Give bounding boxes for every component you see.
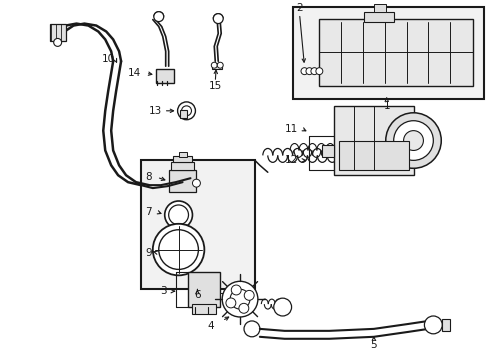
Circle shape [54,39,62,46]
Bar [179,110,187,118]
Circle shape [159,230,198,269]
Circle shape [231,285,241,295]
Text: 12: 12 [285,156,298,165]
Text: 10: 10 [101,54,115,64]
Circle shape [211,62,217,68]
Circle shape [244,291,254,300]
Circle shape [301,68,308,75]
Circle shape [169,205,189,225]
Circle shape [230,289,250,309]
Circle shape [222,281,258,317]
Bar [220,293,228,299]
Text: 3: 3 [160,286,167,296]
Text: 1: 1 [384,101,390,111]
Bar [319,19,473,86]
Bar [49,23,66,41]
Text: 15: 15 [209,81,222,91]
Bar [172,156,193,162]
Circle shape [424,316,442,334]
Circle shape [217,62,223,68]
Bar [169,170,196,192]
Text: 4: 4 [207,321,214,331]
Circle shape [404,131,423,150]
Bar [334,106,414,175]
Circle shape [177,102,196,120]
Circle shape [244,321,260,337]
Text: 13: 13 [149,106,162,116]
Text: 11: 11 [285,123,298,134]
Text: 8: 8 [146,172,152,182]
Bar [193,304,216,314]
Circle shape [393,121,433,160]
Circle shape [182,106,192,116]
Bar [156,69,173,83]
Circle shape [239,303,249,313]
Text: 14: 14 [127,68,141,78]
Circle shape [213,14,223,23]
Bar [178,152,187,157]
Text: 6: 6 [194,290,201,300]
Circle shape [154,12,164,22]
Circle shape [193,179,200,187]
Circle shape [274,298,292,316]
Circle shape [311,68,318,75]
Text: 2: 2 [296,3,303,13]
Bar [293,7,484,99]
Circle shape [316,68,323,75]
Text: 7: 7 [146,207,152,217]
Bar [322,145,334,157]
Circle shape [153,224,204,275]
Bar [442,319,450,331]
Text: 5: 5 [370,340,377,350]
Bar [339,140,409,170]
Text: 9: 9 [146,248,152,257]
Bar [189,273,220,307]
Bar [364,12,393,22]
Bar [171,162,195,170]
Circle shape [165,201,193,229]
Circle shape [386,113,441,168]
Bar [212,63,222,69]
Circle shape [226,298,236,308]
Circle shape [306,68,313,75]
Bar [141,160,255,289]
Bar [374,4,386,12]
